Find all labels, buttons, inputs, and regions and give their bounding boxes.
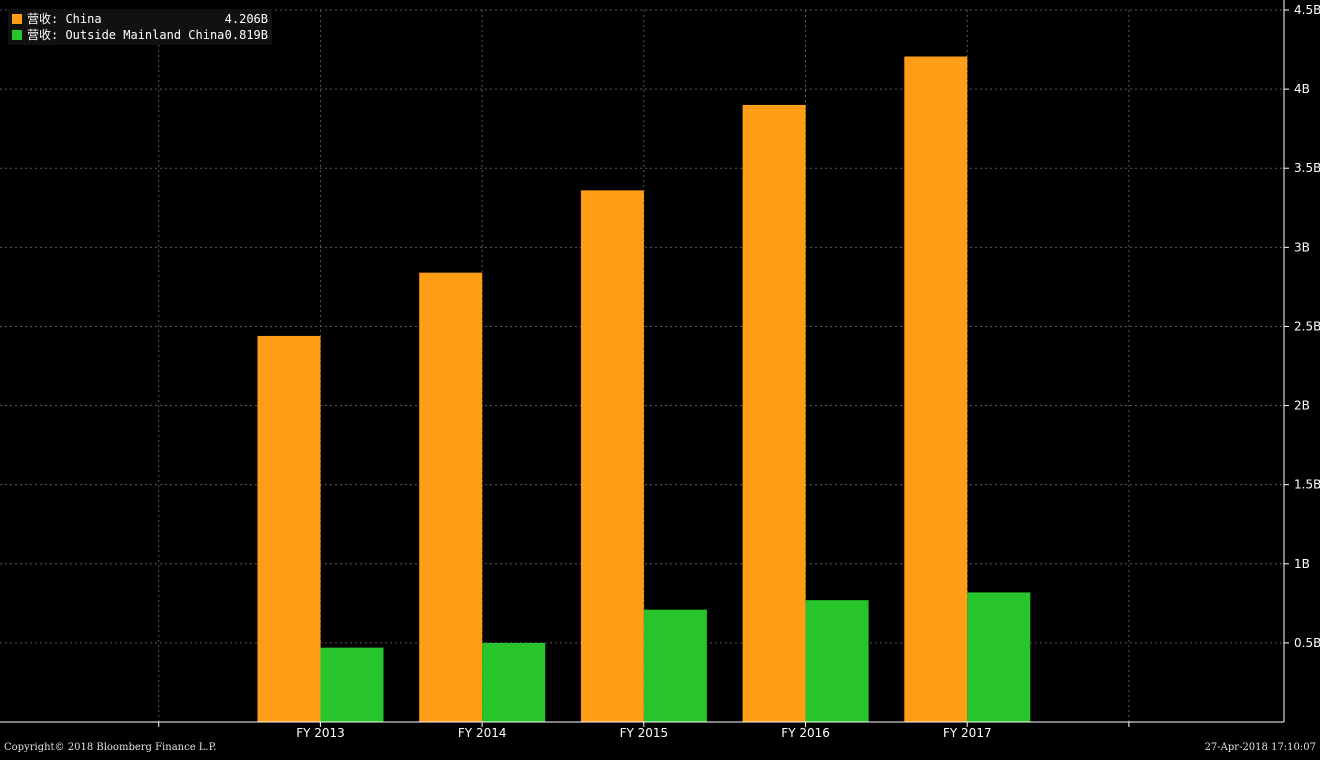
bar-outside-mainland-china bbox=[482, 642, 546, 722]
y-tick-label: 2.5B bbox=[1294, 319, 1320, 333]
y-tick-label: 2B bbox=[1294, 399, 1310, 413]
x-tick-label: FY 2015 bbox=[620, 726, 669, 740]
y-tick-label: 3.5B bbox=[1294, 161, 1320, 175]
legend-label-outside-mainland-china: 营收: Outside Mainland China bbox=[27, 28, 225, 42]
x-tick-label: FY 2013 bbox=[296, 726, 345, 740]
bar-outside-mainland-china bbox=[320, 647, 384, 722]
y-tick-label: 0.5B bbox=[1294, 636, 1320, 650]
legend: 营收: China 4.206B 营收: Outside Mainland Ch… bbox=[8, 9, 272, 45]
legend-swatch-outside-mainland-china bbox=[12, 30, 22, 40]
bar-china bbox=[580, 190, 644, 722]
timestamp-text: 27-Apr-2018 17:10:07 bbox=[1204, 742, 1316, 753]
bar-layer bbox=[257, 56, 1031, 722]
x-tick-label: FY 2014 bbox=[458, 726, 507, 740]
legend-label-china: 营收: China bbox=[27, 12, 102, 26]
legend-value-outside-mainland-china: 0.819B bbox=[224, 28, 268, 42]
bar-china bbox=[257, 335, 321, 722]
x-tick-label: FY 2017 bbox=[943, 726, 992, 740]
y-tick-label: 4.5B bbox=[1294, 3, 1320, 17]
legend-item-outside-mainland-china: 营收: Outside Mainland China 0.819B bbox=[12, 27, 268, 43]
bar-outside-mainland-china bbox=[805, 600, 869, 722]
y-tick-label: 1B bbox=[1294, 557, 1310, 571]
bar-outside-mainland-china bbox=[967, 592, 1031, 722]
y-tick-label: 3B bbox=[1294, 240, 1310, 254]
axis-layer: 0.5B 1B 1.5B 2B 2.5B 3B 3.5B 4B 4.5B FY 2013 FY 20… bbox=[0, 0, 1320, 740]
y-tick-label: 1.5B bbox=[1294, 478, 1320, 492]
copyright-text: Copyright© 2018 Bloomberg Finance L.P. bbox=[4, 742, 217, 753]
legend-value-china: 4.206B bbox=[224, 12, 268, 26]
y-tick-label: 4B bbox=[1294, 82, 1310, 96]
bar-china bbox=[742, 104, 806, 722]
bar-china bbox=[904, 56, 968, 722]
legend-item-china: 营收: China 4.206B bbox=[12, 11, 268, 27]
bar-china bbox=[419, 272, 483, 722]
x-tick-label: FY 2016 bbox=[781, 726, 830, 740]
bar-outside-mainland-china bbox=[643, 609, 707, 722]
legend-swatch-china bbox=[12, 14, 22, 24]
